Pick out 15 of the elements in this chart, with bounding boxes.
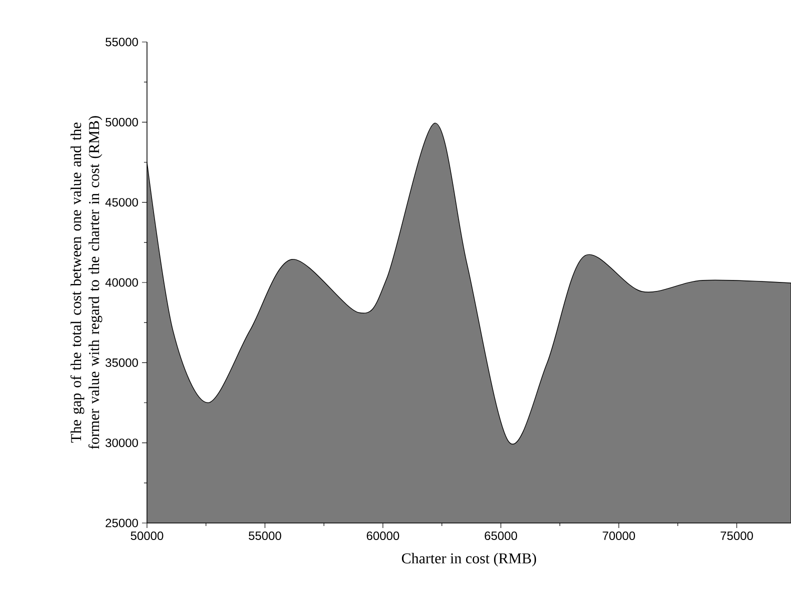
y-tick-label: 55000 [106, 38, 138, 46]
y-tick-label: 35000 [106, 358, 138, 367]
x-tick-label: 75000 [720, 532, 753, 540]
x-tick-label: 60000 [366, 532, 400, 540]
y-tick-label: 40000 [105, 278, 138, 287]
x-tick-label: 65000 [484, 532, 518, 540]
y-tick-label: 25000 [106, 518, 138, 528]
x-axis-title: Charter in cost (RMB) [402, 552, 536, 566]
y-tick-label: 50000 [106, 118, 138, 126]
y-tick-label: 30000 [106, 438, 138, 448]
x-tick-label: 70000 [602, 532, 636, 540]
y-axis-title: The gap of the total cost between one value and the former value with regard to the charter in cost (RMB) [70, 116, 102, 450]
x-tick-label: 50000 [130, 532, 164, 540]
y-tick-label: 45000 [105, 198, 138, 207]
x-tick-label: 55000 [248, 532, 282, 540]
